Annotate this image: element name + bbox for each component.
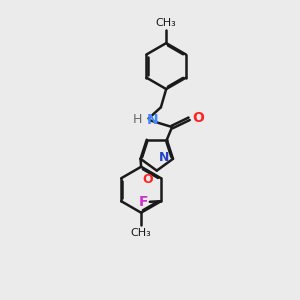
Text: N: N bbox=[158, 151, 169, 164]
Text: CH₃: CH₃ bbox=[156, 18, 177, 28]
Text: CH₃: CH₃ bbox=[131, 228, 152, 238]
Text: N: N bbox=[147, 113, 158, 127]
Text: O: O bbox=[142, 173, 153, 186]
Text: H: H bbox=[133, 112, 142, 126]
Text: O: O bbox=[192, 111, 204, 125]
Text: F: F bbox=[139, 195, 148, 209]
